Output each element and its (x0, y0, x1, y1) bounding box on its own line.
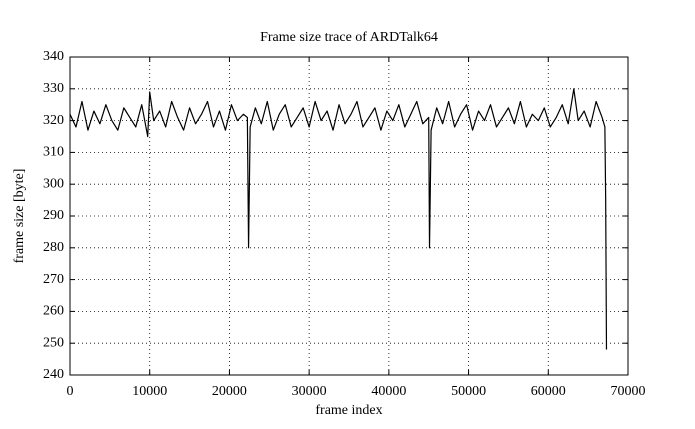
x-tick-label: 70000 (611, 384, 646, 399)
y-tick-label: 270 (43, 272, 64, 287)
y-tick-label: 330 (43, 81, 64, 96)
y-tick-label: 240 (43, 367, 64, 382)
y-tick-label: 260 (43, 304, 64, 319)
y-tick-label: 250 (43, 335, 64, 350)
y-tick-label: 280 (43, 240, 64, 255)
x-tick-label: 40000 (371, 384, 406, 399)
x-tick-label: 50000 (451, 384, 486, 399)
y-tick-label: 310 (43, 145, 64, 160)
x-tick-label: 10000 (132, 384, 167, 399)
plot-frame (69, 56, 629, 376)
x-tick-label: 0 (67, 384, 74, 399)
x-axis-label: frame index (315, 403, 382, 418)
x-tick-label: 60000 (531, 384, 566, 399)
x-tick-label: 30000 (292, 384, 327, 399)
y-tick-label: 340 (43, 49, 64, 64)
x-tick-label: 20000 (212, 384, 247, 399)
y-tick-label: 290 (43, 208, 64, 223)
data-line (69, 88, 608, 350)
y-axis-label: frame size [byte] (12, 169, 27, 264)
y-tick-label: 300 (43, 176, 64, 191)
chart-title: Frame size trace of ARDTalk64 (260, 30, 438, 45)
y-tick-label: 320 (43, 113, 64, 128)
